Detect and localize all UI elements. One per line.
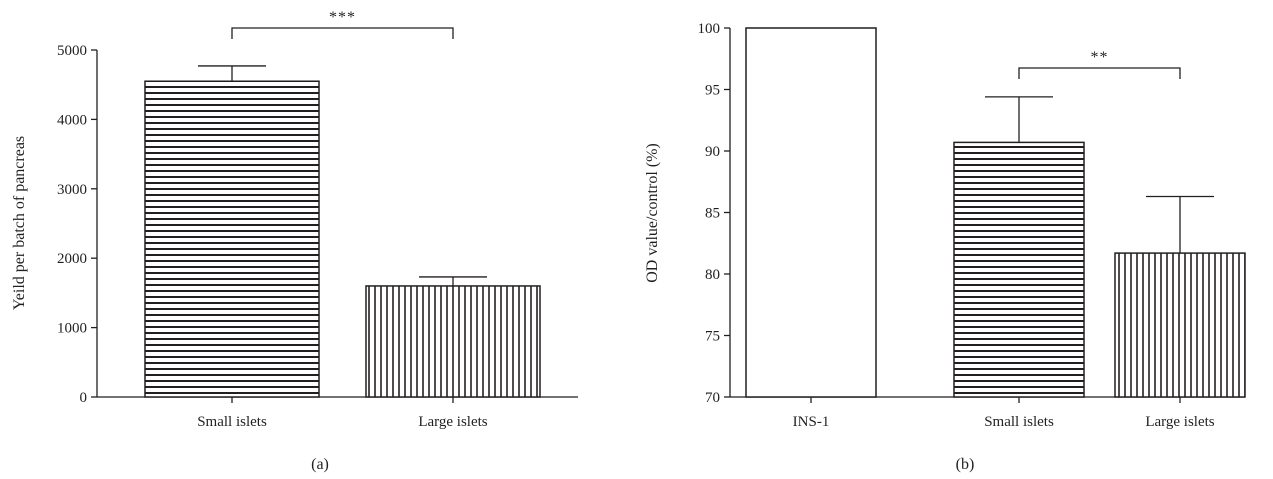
significance-bracket-b: [1018, 67, 1181, 79]
y-tick-label-b: 90: [705, 144, 720, 160]
panel-label-a: (a): [311, 456, 329, 473]
significance-label-a: ***: [329, 9, 356, 26]
y-axis-title-b: OD value/control (%): [644, 143, 661, 283]
y-tick-label-a: 2000: [57, 251, 87, 267]
y-tick-label-a: 5000: [57, 43, 87, 59]
bar-b-ins-1: [745, 27, 877, 398]
x-tick-label-b: Large islets: [1145, 414, 1214, 430]
y-tick-label-b: 80: [705, 267, 720, 283]
chart-panel-b: OD value/control (%) (b) 70 75 80 85 90 95 100…: [644, 21, 1246, 473]
y-tick-label-a: 3000: [57, 182, 87, 198]
panel-label-b: (b): [956, 456, 975, 473]
y-tick-label-b: 85: [705, 206, 720, 222]
x-tick-label-b: INS-1: [793, 414, 830, 430]
y-tick-label-b: 70: [705, 390, 720, 406]
y-axis-title-a: Yeild per batch of pancreas: [11, 136, 28, 310]
x-tick-label-b: Small islets: [984, 414, 1054, 430]
y-tick-label-b: 75: [705, 329, 720, 345]
significance-label-b: **: [1091, 49, 1109, 66]
y-tick-label-a: 4000: [57, 112, 87, 128]
chart-panel-a: Yeild per batch of pancreas (a) 0 1000 200…: [11, 9, 578, 473]
y-tick-label-b: 100: [698, 21, 721, 37]
x-tick-label-a: Large islets: [418, 414, 487, 430]
bar-a-large-islets: [365, 285, 541, 398]
y-tick-label-b: 95: [705, 83, 720, 99]
bar-b-small-islets: [953, 141, 1085, 398]
significance-bracket-a: [231, 27, 454, 39]
y-tick-label-a: 0: [80, 390, 88, 406]
x-tick-label-a: Small islets: [197, 414, 267, 430]
bar-b-large-islets: [1114, 252, 1246, 398]
bar-a-small-islets: [144, 80, 320, 398]
y-tick-label-a: 1000: [57, 321, 87, 337]
